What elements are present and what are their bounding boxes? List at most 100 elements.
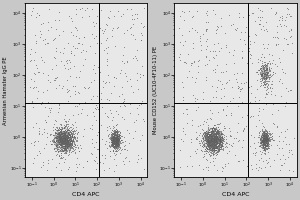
Point — [201, 152, 206, 155]
Point — [218, 140, 223, 143]
Point — [62, 135, 67, 138]
Point — [67, 150, 72, 154]
Point — [210, 125, 215, 128]
Point — [112, 136, 117, 140]
Point — [208, 139, 213, 142]
Point — [206, 140, 211, 143]
Point — [73, 143, 77, 146]
Point — [104, 129, 109, 132]
Point — [216, 138, 221, 141]
Point — [219, 139, 224, 142]
Point — [59, 136, 64, 139]
Point — [112, 133, 117, 137]
Point — [211, 132, 216, 135]
Point — [268, 144, 273, 147]
Point — [56, 138, 61, 141]
Point — [212, 136, 216, 139]
Point — [215, 145, 220, 148]
Point — [102, 29, 106, 32]
Point — [116, 10, 120, 13]
Point — [210, 137, 215, 141]
Point — [58, 134, 63, 137]
Point — [198, 36, 203, 39]
Point — [112, 147, 117, 150]
Point — [214, 126, 219, 129]
Point — [264, 144, 269, 147]
Point — [260, 69, 265, 72]
Point — [123, 143, 128, 146]
Point — [46, 101, 51, 104]
Point — [238, 30, 243, 33]
Point — [211, 138, 216, 141]
Point — [88, 81, 93, 84]
Point — [63, 132, 68, 135]
Point — [259, 73, 263, 76]
Point — [214, 137, 219, 140]
Point — [110, 139, 115, 142]
Point — [62, 158, 67, 161]
Point — [211, 130, 215, 133]
Point — [195, 138, 200, 141]
Point — [58, 156, 63, 159]
Point — [215, 141, 220, 144]
Point — [212, 138, 217, 141]
Point — [113, 138, 118, 142]
Point — [64, 125, 69, 128]
Point — [114, 143, 118, 146]
Point — [262, 143, 267, 146]
Point — [216, 25, 220, 28]
Point — [58, 151, 63, 155]
Point — [255, 168, 260, 171]
Point — [118, 15, 123, 18]
Point — [115, 131, 119, 134]
Point — [262, 152, 267, 155]
Point — [62, 145, 67, 148]
Point — [92, 114, 97, 117]
Point — [193, 28, 197, 31]
Point — [218, 137, 222, 140]
Point — [263, 135, 268, 139]
Point — [214, 131, 219, 134]
Point — [260, 77, 264, 80]
Point — [37, 35, 42, 38]
Point — [265, 144, 269, 147]
Point — [58, 135, 63, 139]
Point — [116, 134, 121, 137]
Point — [219, 142, 224, 146]
Point — [212, 139, 216, 142]
Point — [113, 138, 118, 141]
Point — [114, 141, 119, 145]
Point — [54, 138, 59, 141]
Point — [67, 147, 72, 150]
Point — [264, 135, 268, 138]
Point — [34, 153, 39, 157]
Point — [208, 135, 213, 139]
Point — [33, 140, 38, 143]
Point — [113, 145, 118, 149]
Point — [265, 62, 270, 66]
Point — [210, 146, 215, 149]
Point — [213, 138, 218, 142]
Point — [259, 139, 264, 142]
Point — [214, 141, 219, 144]
Point — [70, 114, 75, 117]
Point — [110, 145, 115, 149]
Point — [67, 137, 71, 140]
Point — [57, 149, 62, 152]
Point — [271, 138, 276, 142]
Point — [264, 130, 269, 133]
Point — [121, 135, 126, 138]
Point — [65, 143, 70, 146]
Point — [222, 146, 227, 149]
Point — [195, 105, 200, 108]
Point — [230, 53, 235, 57]
Point — [203, 137, 208, 140]
Point — [128, 103, 132, 106]
Point — [254, 166, 259, 169]
Point — [203, 136, 208, 139]
Point — [212, 144, 216, 147]
Point — [202, 132, 207, 135]
Point — [49, 142, 54, 145]
Point — [213, 146, 218, 149]
Point — [206, 132, 211, 135]
